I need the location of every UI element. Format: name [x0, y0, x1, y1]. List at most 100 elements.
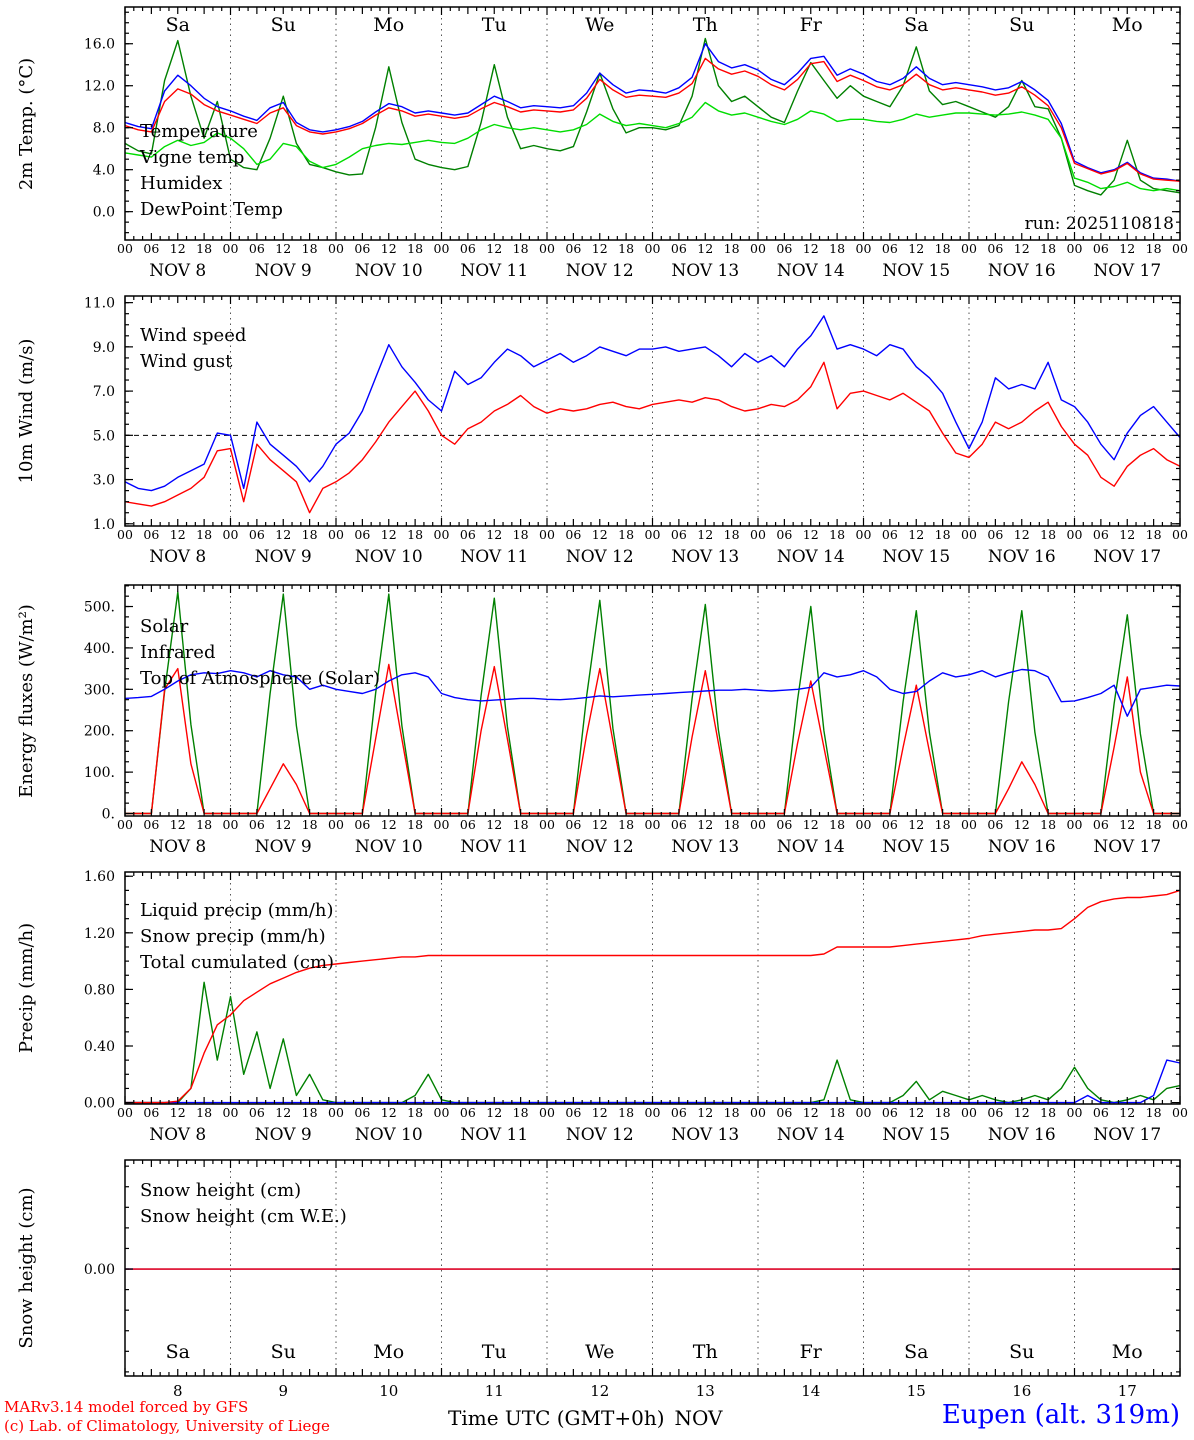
hour-label: 06: [354, 241, 370, 256]
hour-label: 18: [407, 1105, 423, 1120]
hour-label: 00: [223, 817, 239, 832]
day-name-bottom: Mo: [1112, 1341, 1143, 1363]
hour-label: 12: [381, 1105, 397, 1120]
hour-label: 00: [645, 241, 661, 256]
y-tick-label: 0.: [102, 807, 115, 823]
panel-temperature: 0.0 4.0 8.0 12.0 16.0 Temperature Vigne temp Hu…: [84, 6, 1188, 281]
y-tick-label: 3.0: [93, 473, 115, 489]
hour-label: 18: [935, 1105, 951, 1120]
hour-label: 06: [354, 527, 370, 542]
y-tick-label: 4.0: [93, 163, 115, 179]
series-vigne-temp: [124, 37, 1181, 196]
legend-wind-speed: Wind speed: [140, 325, 246, 346]
series-dewpoint-temp: [124, 101, 1181, 192]
hour-label: 06: [565, 241, 581, 256]
hour-label: 18: [302, 1105, 318, 1120]
hour-label: 06: [143, 527, 159, 542]
day-number: 13: [696, 1382, 715, 1400]
series-temperature: [124, 57, 1181, 182]
date-label: NOV 10: [355, 1125, 423, 1145]
series-toa-solar: [125, 591, 1180, 815]
time-utc-label: Time UTC (GMT+0h): [448, 1406, 665, 1430]
legend-total-cumulated: Total cumulated (cm): [140, 952, 334, 973]
station-label: Eupen (alt. 319m): [941, 1400, 1180, 1430]
hour-label: 06: [460, 1105, 476, 1120]
date-label: NOV 13: [671, 547, 739, 567]
hour-label: 12: [1014, 1105, 1030, 1120]
hour-label: 06: [987, 817, 1003, 832]
hour-label: 12: [908, 527, 924, 542]
hour-label: 06: [987, 241, 1003, 256]
hour-label: 00: [961, 527, 977, 542]
date-label: NOV 16: [988, 837, 1056, 857]
hour-label: 00: [750, 241, 766, 256]
day-name-top: Fr: [800, 14, 823, 36]
hour-label: 18: [935, 817, 951, 832]
hour-label: 00: [750, 527, 766, 542]
hour-label: 18: [1146, 817, 1162, 832]
hour-label: 12: [486, 1105, 502, 1120]
legend-liquid-precip: Liquid precip (mm/h): [140, 900, 334, 921]
hour-label: 12: [486, 817, 502, 832]
hour-label: 12: [803, 241, 819, 256]
hour-label: 12: [803, 1105, 819, 1120]
hour-label: 00: [223, 1105, 239, 1120]
day-name-top: Sa: [166, 14, 190, 36]
y-tick-label: 11.0: [84, 296, 115, 312]
date-label: NOV 10: [355, 547, 423, 567]
hour-label: 18: [829, 527, 845, 542]
hour-label: 18: [196, 817, 212, 832]
day-number: 8: [173, 1382, 183, 1400]
hour-label: 18: [935, 241, 951, 256]
hour-label: 00: [539, 817, 555, 832]
hour-label: 00: [117, 1105, 133, 1120]
hour-label: 00: [961, 1105, 977, 1120]
hour-label: 00: [645, 817, 661, 832]
hour-label: 18: [618, 817, 634, 832]
hour-label: 12: [697, 1105, 713, 1120]
hour-label: 18: [302, 241, 318, 256]
panel-energy-fluxes: 0. 100. 200. 300. 400. 500. Solar Infrared Top o…: [84, 584, 1188, 857]
hour-label: 06: [1093, 241, 1109, 256]
hour-label: 18: [513, 241, 529, 256]
hour-label: 18: [829, 241, 845, 256]
panel-wind: 1.0 3.0 5.0 7.0 9.0 11.0 Wind speed Wind gust 00…: [84, 295, 1188, 567]
day-name-top: We: [585, 14, 614, 36]
hour-label: 06: [671, 527, 687, 542]
hour-label: 12: [275, 241, 291, 256]
hour-label: 00: [1172, 527, 1188, 542]
hour-label: 06: [671, 817, 687, 832]
hour-label: 06: [776, 1105, 792, 1120]
date-label: NOV 14: [777, 837, 845, 857]
hour-label: 00: [1067, 1105, 1083, 1120]
day-name-bottom: Sa: [166, 1341, 190, 1363]
day-name-top: Th: [693, 14, 718, 36]
date-label: NOV 8: [149, 547, 206, 567]
day-name-bottom: Mo: [373, 1341, 404, 1363]
y-tick-label: 300.: [84, 682, 115, 698]
hour-label: 18: [724, 1105, 740, 1120]
hour-label: 00: [1067, 527, 1083, 542]
hour-label: 12: [908, 1105, 924, 1120]
date-label: NOV 13: [671, 837, 739, 857]
hour-label: 18: [618, 241, 634, 256]
hour-label: 18: [1146, 241, 1162, 256]
y-tick-label: 200.: [84, 724, 115, 740]
legend-dewpoint-temp: DewPoint Temp: [140, 199, 283, 220]
series-humidex: [124, 43, 1181, 182]
hour-label: 12: [1014, 241, 1030, 256]
hour-label: 12: [592, 527, 608, 542]
hour-label: 06: [143, 241, 159, 256]
date-label: NOV 11: [460, 547, 528, 567]
y-tick-label: 5.0: [93, 428, 115, 444]
y-tick-label: 0.0: [93, 205, 115, 221]
hour-label: 06: [882, 241, 898, 256]
day-number: 17: [1118, 1382, 1137, 1400]
hour-label: 06: [1093, 1105, 1109, 1120]
hour-label: 06: [354, 817, 370, 832]
hour-label: 12: [275, 527, 291, 542]
date-label: NOV 9: [255, 837, 312, 857]
date-label: NOV 14: [777, 1125, 845, 1145]
date-label: NOV 13: [671, 1125, 739, 1145]
